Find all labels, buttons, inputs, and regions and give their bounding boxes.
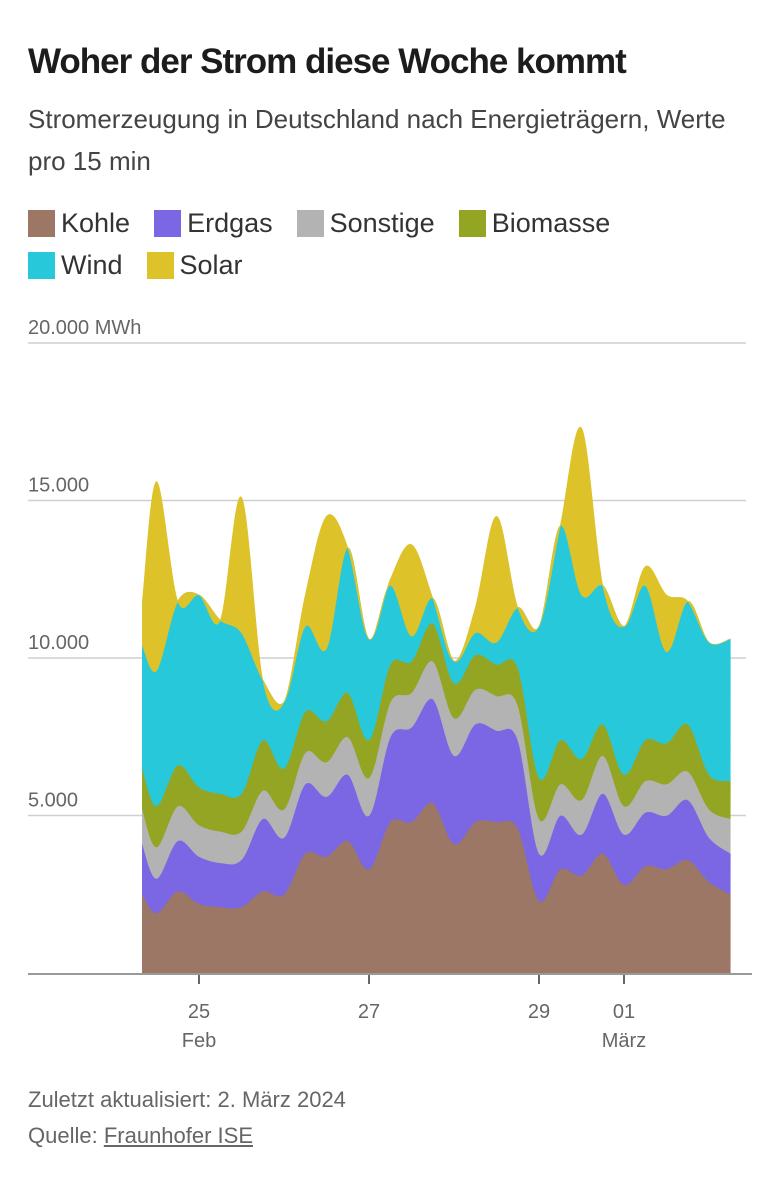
stacked-area-chart: 5.000 10.000 15.000 20.000 MWh 25 Feb 27 29 01 M…: [28, 317, 752, 1052]
legend-label: Wind: [61, 249, 123, 280]
legend-item-erdgas: Erdgas: [154, 207, 273, 239]
source-link[interactable]: Fraunhofer ISE: [103, 1123, 254, 1148]
legend-item-wind: Wind: [28, 249, 123, 281]
footer: Zuletzt aktualisiert: 2. März 2024 Quell…: [28, 1082, 346, 1154]
x-tick-label: 29: [528, 1001, 550, 1023]
legend-label: Solar: [179, 249, 243, 280]
legend-label: Erdgas: [187, 207, 273, 238]
legend-item-kohle: Kohle: [28, 207, 130, 239]
y-tick-label: 5.000: [28, 790, 78, 812]
legend-item-biomasse: Biomasse: [458, 207, 611, 239]
last-updated: Zuletzt aktualisiert: 2. März 2024: [28, 1087, 346, 1112]
chart-subtitle: Stromerzeugung in Deutschland nach Energ…: [28, 104, 726, 176]
legend-swatch: [154, 209, 182, 237]
x-tick-label: 25: [188, 1001, 210, 1023]
legend: Kohle Erdgas Sonstige Biomasse Wind Sola…: [28, 207, 748, 281]
y-tick-label: 15.000: [28, 475, 89, 497]
x-tick-month-label: Feb: [182, 1030, 216, 1052]
legend-label: Biomasse: [491, 207, 611, 238]
y-tick-label: 20.000 MWh: [28, 317, 141, 339]
x-tick-label: 01: [613, 1001, 635, 1023]
legend-swatch: [146, 251, 174, 279]
legend-label: Kohle: [61, 207, 131, 238]
x-tick-month-label: März: [602, 1030, 646, 1052]
source-label: Quelle:: [28, 1123, 104, 1148]
source-line: Quelle: Fraunhofer ISE: [28, 1118, 346, 1154]
legend-swatch: [28, 251, 55, 279]
y-tick-label: 10.000: [28, 632, 89, 654]
legend-swatch: [458, 209, 486, 237]
x-tick-label: 27: [358, 1001, 380, 1023]
area-solar: [141, 426, 731, 711]
legend-swatch: [28, 209, 55, 237]
legend-label: Sonstige: [329, 207, 435, 238]
legend-item-solar: Solar: [146, 249, 243, 281]
legend-item-sonstige: Sonstige: [296, 207, 435, 239]
chart-title: Woher der Strom diese Woche kommt: [28, 42, 627, 81]
legend-swatch: [296, 209, 324, 237]
